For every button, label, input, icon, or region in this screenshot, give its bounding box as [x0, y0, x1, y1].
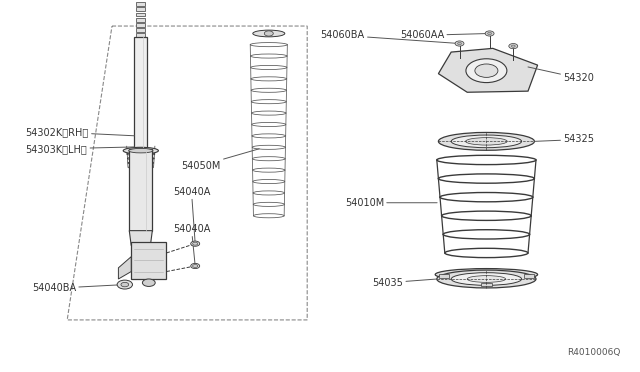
Text: 54060BA: 54060BA	[321, 31, 460, 44]
Circle shape	[193, 264, 198, 267]
FancyBboxPatch shape	[136, 13, 145, 16]
Ellipse shape	[124, 147, 159, 154]
Ellipse shape	[451, 273, 522, 285]
Ellipse shape	[435, 269, 538, 280]
Polygon shape	[438, 48, 538, 92]
Text: 54060AA: 54060AA	[400, 31, 490, 40]
Text: R4010006Q: R4010006Q	[568, 348, 621, 357]
Circle shape	[193, 242, 198, 245]
FancyBboxPatch shape	[438, 275, 449, 278]
FancyBboxPatch shape	[136, 28, 145, 32]
Ellipse shape	[253, 30, 285, 37]
FancyBboxPatch shape	[136, 33, 145, 37]
Ellipse shape	[438, 132, 534, 150]
Text: 54320: 54320	[528, 67, 594, 83]
Text: 54302K〈RH〉: 54302K〈RH〉	[26, 127, 134, 137]
Circle shape	[121, 282, 129, 287]
Ellipse shape	[451, 135, 522, 148]
Circle shape	[509, 44, 518, 49]
FancyBboxPatch shape	[481, 283, 492, 286]
Text: 54035: 54035	[372, 278, 437, 288]
Circle shape	[191, 263, 200, 269]
FancyBboxPatch shape	[129, 149, 152, 231]
Circle shape	[511, 45, 515, 47]
Text: 54050M: 54050M	[181, 149, 259, 170]
Circle shape	[458, 42, 461, 45]
FancyBboxPatch shape	[131, 242, 166, 279]
Circle shape	[455, 41, 464, 46]
Ellipse shape	[129, 148, 153, 153]
Text: 54040BA: 54040BA	[32, 283, 125, 293]
Ellipse shape	[466, 138, 507, 145]
Polygon shape	[129, 231, 152, 246]
FancyBboxPatch shape	[134, 37, 147, 149]
FancyBboxPatch shape	[136, 18, 145, 22]
Text: 54325: 54325	[534, 135, 594, 144]
Circle shape	[191, 241, 200, 246]
Circle shape	[117, 280, 132, 289]
Polygon shape	[118, 257, 131, 279]
Circle shape	[475, 64, 498, 77]
FancyBboxPatch shape	[136, 23, 145, 27]
Ellipse shape	[467, 276, 506, 282]
Text: 54303K〈LH〉: 54303K〈LH〉	[26, 144, 134, 154]
Circle shape	[466, 59, 507, 83]
Circle shape	[264, 31, 273, 36]
Circle shape	[143, 279, 156, 286]
Circle shape	[485, 31, 494, 36]
FancyBboxPatch shape	[524, 275, 534, 278]
Text: 54040A: 54040A	[173, 224, 210, 266]
Ellipse shape	[436, 270, 536, 288]
Text: 54040A: 54040A	[173, 187, 210, 244]
FancyBboxPatch shape	[136, 7, 145, 11]
Text: 54010M: 54010M	[345, 198, 437, 208]
FancyBboxPatch shape	[136, 2, 145, 6]
Circle shape	[488, 32, 492, 35]
